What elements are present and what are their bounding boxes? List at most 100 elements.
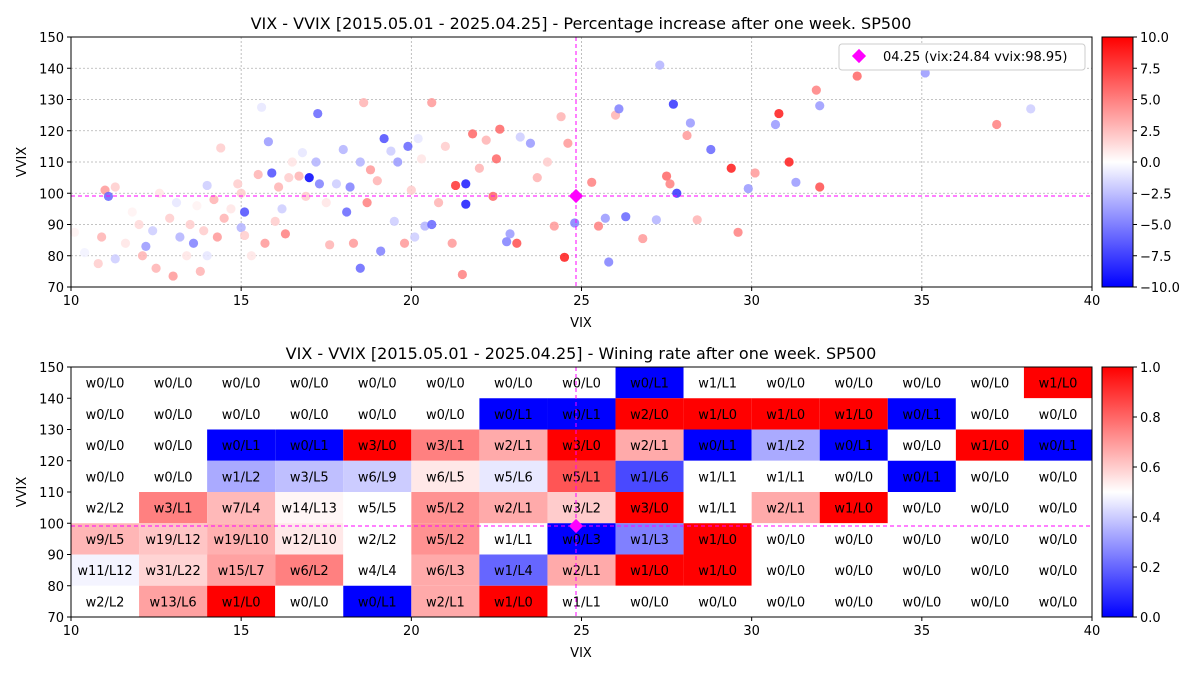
heatmap-cell <box>1023 585 1092 617</box>
heatmap-cell-label: w0/L0 <box>630 595 669 610</box>
scatter-point <box>413 133 423 144</box>
heatmap-cell <box>343 523 412 555</box>
heatmap-cell <box>955 367 1024 399</box>
heatmap-cell-label: w3/L0 <box>562 439 601 454</box>
scatter-point <box>195 266 205 276</box>
heatmap-cell-label: w0/L3 <box>562 533 601 548</box>
scatter-point <box>433 198 444 208</box>
x-tick-label: 30 <box>743 624 760 639</box>
scatter-point <box>168 271 178 281</box>
scatter-point <box>311 157 321 167</box>
heatmap-cell-label: w3/L1 <box>154 502 193 517</box>
scatter-point <box>461 179 471 189</box>
heatmap-colorbar: 1.0 0.8 0.6 0.4 0.2 0.0 <box>1101 361 1161 626</box>
heatmap-cell <box>1023 492 1092 524</box>
heatmap-cell-label: w1/L0 <box>494 595 533 610</box>
scatter-point <box>386 146 396 156</box>
colorbar-tick-label: 0.0 <box>1140 156 1161 171</box>
heatmap-cell-label: w0/L0 <box>222 408 261 423</box>
colorbar-tick-label: −2.5 <box>1140 187 1172 202</box>
heatmap-cell-label: w0/L0 <box>902 564 941 579</box>
scatter-point <box>239 207 250 217</box>
heatmap-cell <box>275 585 344 617</box>
colorbar-tick-label: 10.0 <box>1140 31 1169 46</box>
y-tick-label: 150 <box>39 31 64 46</box>
heatmap-current-marker <box>568 518 584 534</box>
scatter-point <box>495 124 505 134</box>
heatmap-cell <box>955 554 1024 586</box>
scatter-point <box>270 216 280 226</box>
heatmap-cell-label: w0/L0 <box>154 377 193 392</box>
scatter-point <box>219 213 229 223</box>
heatmap-cell-label: w0/L0 <box>154 470 193 485</box>
heatmap-cell <box>139 367 208 399</box>
heatmap-cell <box>683 585 752 617</box>
scatter-point <box>815 101 825 111</box>
scatter-point <box>185 219 195 230</box>
y-tick-label: 140 <box>39 62 64 77</box>
scatter-point <box>791 177 801 187</box>
heatmap-cells: w0/L0 w0/L0 w0/L0 w0/L0 w0/L0 w0/L0 w0/L0 w0/L0… <box>71 367 1092 617</box>
heatmap-cell-label: w6/L9 <box>358 470 397 485</box>
heatmap-cell-label: w0/L0 <box>1039 595 1078 610</box>
heatmap-cell-label: w0/L0 <box>426 408 465 423</box>
heatmap-cell-label: w0/L0 <box>222 377 261 392</box>
scatter-point <box>726 163 736 173</box>
heatmap-cell-label: w5/L6 <box>494 470 533 485</box>
heatmap-cell <box>887 460 956 492</box>
heatmap-cell <box>71 523 140 555</box>
scatter-point <box>362 198 372 208</box>
scatter-point <box>284 173 294 183</box>
x-tick-label: 35 <box>914 294 931 309</box>
scatter-point <box>692 215 702 225</box>
heatmap-colorbar-gradient <box>1101 366 1134 618</box>
x-tick-label: 10 <box>63 294 80 309</box>
y-tick-label: 100 <box>39 187 64 202</box>
heatmap-cell <box>343 367 412 399</box>
scatter-point <box>97 232 107 242</box>
x-tick-label: 20 <box>403 294 420 309</box>
scatter-point <box>525 138 536 148</box>
heatmap-cell <box>71 429 140 461</box>
heatmap-cell-label: w5/L2 <box>426 533 465 548</box>
scatter-point <box>236 188 246 198</box>
heatmap-cell <box>887 367 956 399</box>
scatter-point <box>161 244 171 255</box>
heatmap-cell-label: w5/L2 <box>426 502 465 517</box>
scatter-point <box>277 204 287 214</box>
heatmap-cell-label: w0/L0 <box>154 408 193 423</box>
heatmap-cell <box>343 585 412 617</box>
scatter-point <box>784 157 794 167</box>
heatmap-cell-label: w0/L0 <box>834 595 873 610</box>
heatmap-cell <box>207 367 276 399</box>
heatmap-cell <box>207 460 276 492</box>
heatmap-cell <box>955 585 1024 617</box>
heatmap-cell-label: w0/L0 <box>1039 408 1078 423</box>
heatmap-cell-label: w1/L1 <box>494 533 533 548</box>
scatter-x-ticks: 10 15 20 25 30 35 40 <box>63 287 1100 309</box>
heatmap-cell <box>139 554 208 586</box>
scatter-point <box>342 207 352 217</box>
heatmap-cell <box>819 429 888 461</box>
heatmap-cell-label: w0/L0 <box>834 470 873 485</box>
scatter-point <box>559 252 570 262</box>
heatmap-cell-label: w0/L0 <box>766 533 805 548</box>
heatmap-cell-label: w0/L1 <box>222 439 261 454</box>
heatmap-cell <box>547 429 616 461</box>
y-tick-label: 130 <box>39 424 64 439</box>
heatmap-cell-label: w1/L3 <box>630 533 669 548</box>
heatmap-cell-label: w0/L0 <box>290 377 329 392</box>
scatter-point <box>127 207 137 217</box>
scatter-title: VIX - VVIX [2015.05.01 - 2025.04.25] - P… <box>251 14 912 33</box>
heatmap-cell-label: w3/L0 <box>358 439 397 454</box>
scatter-point <box>682 130 692 141</box>
scatter-current-marker <box>568 188 584 204</box>
heatmap-cell <box>1023 523 1092 555</box>
heatmap-cell-label: w3/L2 <box>562 502 601 517</box>
heatmap-cell <box>479 585 548 617</box>
scatter-point <box>313 108 323 119</box>
scatter-point <box>393 157 403 167</box>
scatter-point <box>134 219 144 230</box>
heatmap-cell-label: w14/L13 <box>282 502 337 517</box>
heatmap-cell <box>207 398 276 430</box>
